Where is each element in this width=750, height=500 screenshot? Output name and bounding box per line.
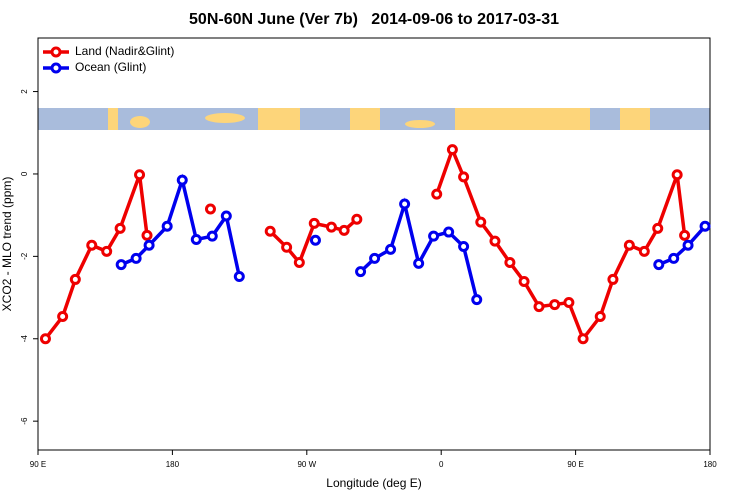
point	[190, 233, 202, 245]
map-band	[38, 108, 710, 130]
point	[533, 301, 545, 313]
y-tick-label: -4	[20, 335, 29, 343]
point	[86, 239, 98, 251]
point	[293, 257, 305, 269]
y-axis-label: XCO2 - MLO trend (ppm)	[0, 177, 14, 312]
x-tick-label: 90 E	[30, 460, 46, 469]
point	[308, 217, 320, 229]
legend-marker	[50, 62, 62, 74]
point	[549, 299, 561, 311]
point	[69, 273, 81, 285]
point	[428, 230, 440, 242]
point	[161, 220, 173, 232]
point	[653, 259, 665, 271]
point	[39, 333, 51, 345]
legend-marker	[50, 46, 62, 58]
point	[206, 230, 218, 242]
point	[563, 297, 575, 309]
point	[115, 259, 127, 271]
point	[176, 174, 188, 186]
point	[443, 226, 455, 238]
point	[233, 271, 245, 283]
chart-title: 50N-60N June (Ver 7b) 2014-09-06 to 2017…	[189, 11, 559, 28]
point	[594, 311, 606, 323]
point	[369, 252, 381, 264]
point	[638, 245, 650, 257]
point	[504, 257, 516, 269]
x-tick-label: 0	[439, 460, 444, 469]
point	[281, 241, 293, 253]
x-axis-label: Longitude (deg E)	[326, 476, 421, 490]
point	[607, 273, 619, 285]
point	[385, 243, 397, 255]
point	[204, 203, 216, 215]
point	[309, 234, 321, 246]
point	[101, 245, 113, 257]
point	[679, 229, 691, 241]
point	[668, 252, 680, 264]
point	[489, 235, 501, 247]
point	[413, 257, 425, 269]
y-tick-label: 2	[20, 89, 29, 94]
point	[338, 224, 350, 236]
point	[446, 144, 458, 156]
x-tick-label: 180	[166, 460, 180, 469]
x-tick-label: 90 W	[297, 460, 316, 469]
point	[431, 188, 443, 200]
legend-label: Ocean (Glint)	[75, 60, 146, 74]
point	[141, 229, 153, 241]
point	[577, 333, 589, 345]
plot-frame	[37, 37, 711, 451]
y-tick-label: -6	[20, 417, 29, 425]
point	[355, 266, 367, 278]
y-tick-label: 0	[20, 171, 29, 176]
point	[220, 210, 232, 222]
point	[325, 221, 337, 233]
y-tick-label: -2	[20, 252, 29, 260]
point	[682, 239, 694, 251]
point	[623, 239, 635, 251]
x-tick-label: 90 E	[567, 460, 583, 469]
point	[699, 220, 711, 232]
point	[458, 171, 470, 183]
x-tick-label: 180	[703, 460, 717, 469]
point	[399, 198, 411, 210]
point	[458, 240, 470, 252]
point	[114, 222, 126, 234]
point	[671, 169, 683, 181]
point	[143, 239, 155, 251]
point	[518, 275, 530, 287]
legend-label: Land (Nadir&Glint)	[75, 44, 174, 58]
point	[351, 213, 363, 225]
point	[652, 222, 664, 234]
point	[134, 169, 146, 181]
point	[57, 311, 69, 323]
point	[130, 252, 142, 264]
point	[264, 225, 276, 237]
point	[471, 294, 483, 306]
point	[475, 216, 487, 228]
